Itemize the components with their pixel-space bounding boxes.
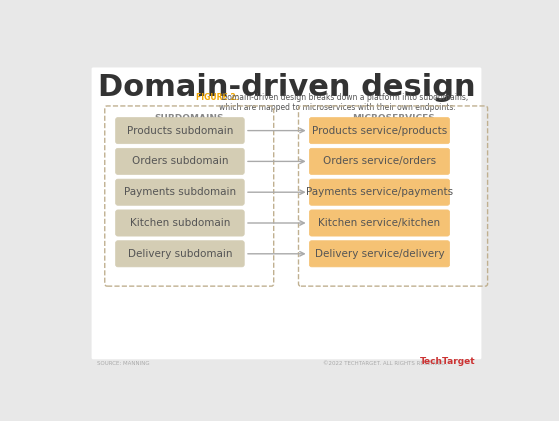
Text: Products subdomain: Products subdomain [127, 125, 233, 136]
Text: Payments subdomain: Payments subdomain [124, 187, 236, 197]
Text: Orders service/orders: Orders service/orders [323, 156, 436, 166]
Text: SOURCE: MANNING: SOURCE: MANNING [97, 361, 150, 366]
FancyBboxPatch shape [116, 117, 244, 144]
Text: Kitchen subdomain: Kitchen subdomain [130, 218, 230, 228]
Text: Kitchen service/kitchen: Kitchen service/kitchen [319, 218, 440, 228]
FancyBboxPatch shape [92, 67, 481, 359]
FancyBboxPatch shape [309, 179, 449, 205]
Text: MICROSERVICES: MICROSERVICES [352, 115, 434, 123]
Text: TechTarget: TechTarget [420, 357, 476, 366]
FancyBboxPatch shape [116, 241, 244, 267]
FancyBboxPatch shape [116, 210, 244, 236]
Text: Delivery service/delivery: Delivery service/delivery [315, 249, 444, 259]
FancyBboxPatch shape [309, 241, 449, 267]
Text: Domain-driven design: Domain-driven design [98, 73, 475, 102]
Text: Payments service/payments: Payments service/payments [306, 187, 453, 197]
FancyBboxPatch shape [309, 210, 449, 236]
Text: Domain-driven design breaks down a platform into subdomains,
which are mapped to: Domain-driven design breaks down a platf… [220, 93, 468, 112]
Text: Orders subdomain: Orders subdomain [132, 156, 228, 166]
Text: ©2022 TECHTARGET. ALL RIGHTS RESERVED.: ©2022 TECHTARGET. ALL RIGHTS RESERVED. [323, 361, 447, 366]
FancyBboxPatch shape [309, 148, 449, 174]
Text: SUBDOMAINS: SUBDOMAINS [154, 115, 224, 123]
FancyBboxPatch shape [116, 179, 244, 205]
Text: FIGURE 2:: FIGURE 2: [196, 93, 239, 102]
FancyBboxPatch shape [309, 117, 449, 144]
Text: Products service/products: Products service/products [312, 125, 447, 136]
FancyBboxPatch shape [116, 148, 244, 174]
Text: Delivery subdomain: Delivery subdomain [127, 249, 232, 259]
